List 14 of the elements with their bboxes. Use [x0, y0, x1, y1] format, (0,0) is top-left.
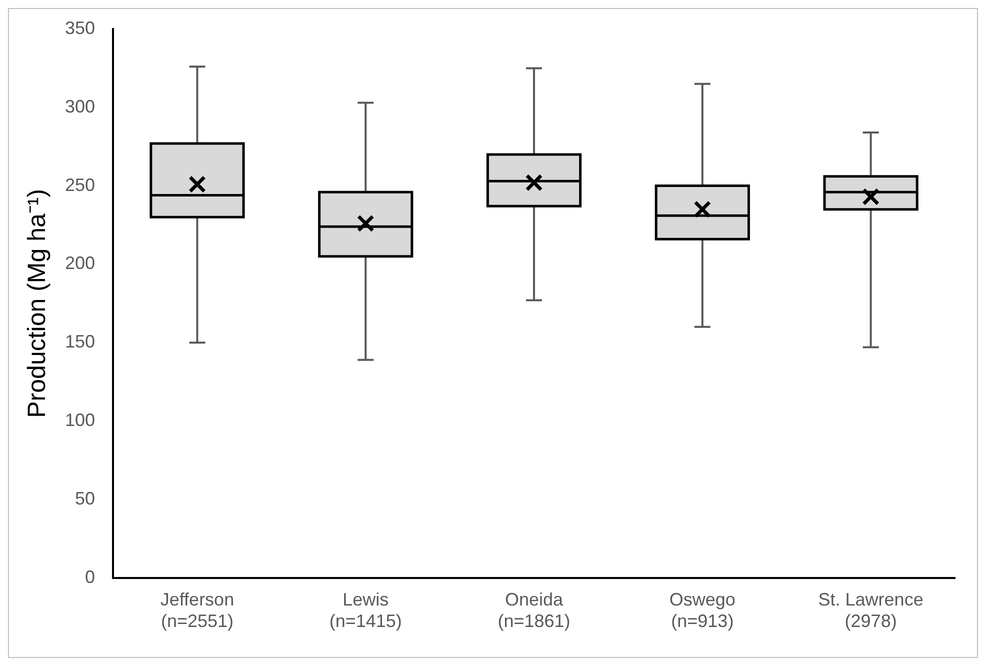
x-tick-label: Oswego (n=913) [669, 590, 736, 632]
y-axis-title: Production (Mg ha⁻¹) [22, 188, 51, 418]
x-tick-label: Oneida (n=1861) [498, 590, 570, 632]
y-tick-label: 50 [75, 488, 96, 508]
y-tick-label: 350 [64, 18, 96, 38]
y-tick-label: 150 [64, 332, 96, 352]
y-tick-label: 300 [64, 96, 96, 116]
y-tick-label: 200 [64, 253, 96, 274]
x-tick-label: St. Lawrence (2978) [818, 590, 924, 632]
y-tick-label: 0 [85, 566, 96, 587]
y-tick-label: 100 [64, 410, 96, 430]
x-tick-label: Jefferson (n=2551) [160, 590, 234, 632]
y-tick-label: 250 [64, 174, 96, 195]
x-tick-label: Lewis (n=1415) [329, 590, 402, 632]
